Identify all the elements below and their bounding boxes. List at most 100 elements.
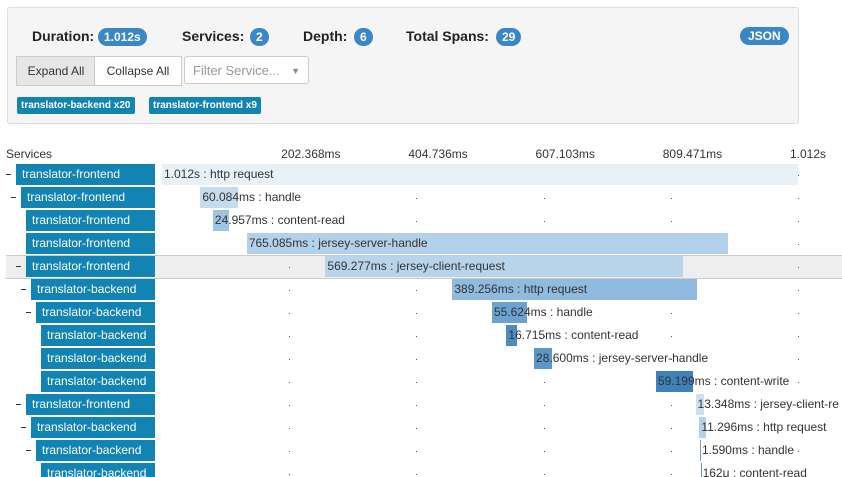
span-bar[interactable] <box>246 233 728 254</box>
total-spans-badge: 29 <box>496 28 522 46</box>
span-label: 13.348ms : jersey-client-re <box>697 397 839 411</box>
service-tag[interactable]: translator-frontend x9 <box>149 97 261 114</box>
services-label: Services: <box>182 28 245 44</box>
span-bar[interactable] <box>200 187 239 208</box>
tick-dot <box>416 428 418 429</box>
tick-dot <box>416 359 418 360</box>
tick-dot <box>543 474 545 475</box>
tick-dot <box>670 428 672 429</box>
span-label: 24.957ms : content-read <box>214 213 345 227</box>
dropdown-arrow: ▼ <box>291 66 300 76</box>
collapse-all-button[interactable]: Collapse All <box>94 56 182 86</box>
tick-dot <box>416 336 418 337</box>
span-bar[interactable] <box>695 394 704 415</box>
span-bar[interactable] <box>699 417 707 438</box>
collapse-toggle[interactable] <box>16 404 21 405</box>
span-label: 162μ : content-read <box>702 466 807 477</box>
filter-placeholder: Filter Service... <box>193 63 280 78</box>
service-name[interactable]: translator-backend <box>41 325 155 346</box>
tick-dot <box>798 336 799 337</box>
expand-all-button[interactable]: Expand All <box>16 56 96 86</box>
span-label: 569.277ms : jersey-client-request <box>327 259 505 273</box>
span-bar[interactable] <box>700 463 702 477</box>
service-name[interactable]: translator-backend <box>36 440 155 461</box>
depth-badge: 6 <box>354 28 373 46</box>
collapse-toggle[interactable] <box>21 289 26 290</box>
collapse-toggle[interactable] <box>11 197 16 198</box>
tick-dot <box>289 428 291 429</box>
service-name[interactable]: translator-frontend <box>26 210 155 231</box>
tick-dot <box>798 313 799 314</box>
tick-dot <box>798 405 799 406</box>
span-bar[interactable] <box>452 279 697 300</box>
collapse-toggle[interactable] <box>16 266 21 267</box>
span-label: 389.256ms : http request <box>454 282 588 296</box>
tick-dot <box>543 382 545 383</box>
service-name[interactable]: translator-backend <box>41 371 155 392</box>
tick-dot <box>416 290 418 291</box>
tick-dot <box>798 175 799 176</box>
tick-dot <box>289 198 291 199</box>
tick-dot <box>289 405 291 406</box>
service-name[interactable]: translator-backend <box>31 417 155 438</box>
service-name[interactable]: translator-frontend <box>16 164 155 185</box>
service-name[interactable]: translator-frontend <box>21 187 155 208</box>
services-badge: 2 <box>250 28 269 46</box>
span-bar[interactable] <box>699 440 701 461</box>
span-label: 1.012s : http request <box>164 167 274 181</box>
service-name[interactable]: translator-backend <box>36 302 155 323</box>
tick-dot <box>798 359 799 360</box>
tick-dot <box>670 336 672 337</box>
tick-dot <box>670 405 672 406</box>
collapse-toggle[interactable] <box>6 174 11 175</box>
timeline-tick-label: 1.012s <box>790 147 827 161</box>
span-label: 1.590ms : handle <box>701 443 795 457</box>
span-bar[interactable] <box>325 256 684 277</box>
span-label: 16.715ms : content-read <box>508 328 639 342</box>
service-name[interactable]: translator-frontend <box>26 233 155 254</box>
tick-dot <box>798 290 799 291</box>
collapse-toggle[interactable] <box>26 312 31 313</box>
tick-dot <box>543 198 545 199</box>
duration-badge: 1.012s <box>98 28 147 46</box>
span-bar[interactable] <box>534 348 553 369</box>
span-bar[interactable] <box>506 325 517 346</box>
service-name[interactable]: translator-frontend <box>26 256 155 277</box>
tick-dot <box>798 244 799 245</box>
tick-dot <box>289 382 291 383</box>
tick-dot <box>798 198 799 199</box>
service-tag[interactable]: translator-backend x20 <box>17 97 135 114</box>
timeline-tick-label: 202.368ms <box>281 147 341 161</box>
tick-dot <box>670 198 672 199</box>
tick-dot <box>416 221 418 222</box>
service-name[interactable]: translator-frontend <box>26 394 155 415</box>
tick-dot <box>798 267 799 268</box>
tick-dot <box>798 382 799 383</box>
tick-dot <box>416 198 418 199</box>
tick-dot <box>289 451 291 452</box>
json-button[interactable]: JSON <box>740 27 789 45</box>
tick-dot <box>416 313 418 314</box>
tick-dot <box>289 290 291 291</box>
service-name[interactable]: translator-backend <box>41 348 155 369</box>
tick-dot <box>670 451 672 452</box>
span-label: 59.199ms : content-write <box>657 374 790 388</box>
span-label: 11.296ms : http request <box>701 420 827 434</box>
span-label: 765.085ms : jersey-server-handle <box>248 236 428 250</box>
span-label: 28.600ms : jersey-server-handle <box>536 351 709 365</box>
service-name[interactable]: translator-backend <box>31 279 155 300</box>
tick-dot <box>543 221 545 222</box>
collapse-toggle[interactable] <box>21 427 26 428</box>
span-bar[interactable] <box>655 371 694 392</box>
span-bar[interactable] <box>491 302 527 323</box>
collapse-toggle[interactable] <box>26 450 31 451</box>
tick-dot <box>670 313 672 314</box>
span-bar[interactable] <box>212 210 229 231</box>
tick-dot <box>289 336 291 337</box>
span-bar[interactable] <box>162 164 798 185</box>
service-filter[interactable]: Filter Service... ▼ <box>184 56 309 84</box>
service-name[interactable]: translator-backend <box>41 463 155 477</box>
tick-dot <box>543 336 545 337</box>
tick-dot <box>416 451 418 452</box>
